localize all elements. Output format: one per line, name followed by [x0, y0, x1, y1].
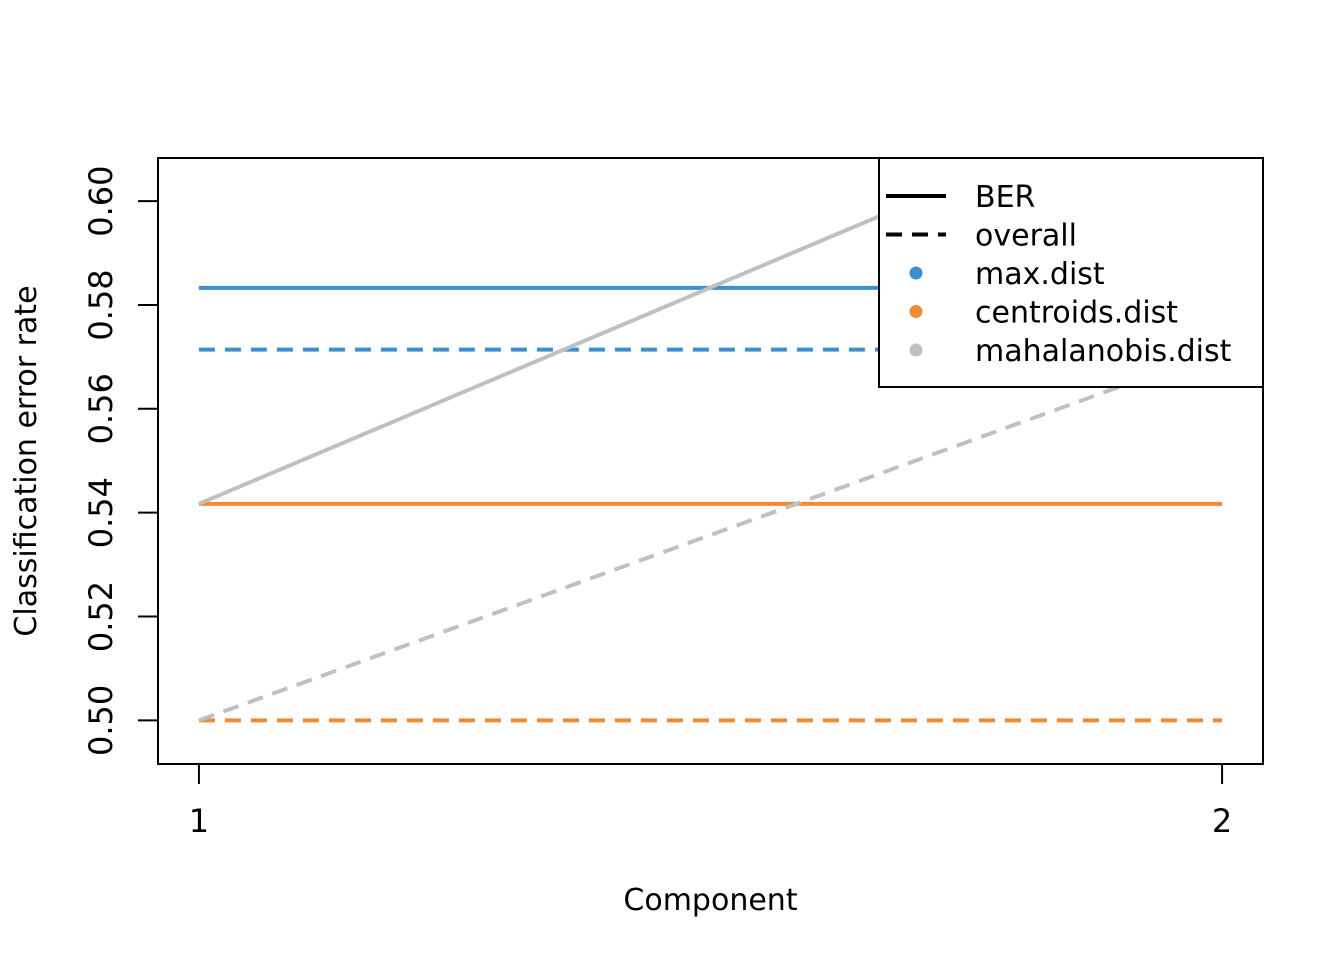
y-tick-label: 0.50	[82, 685, 120, 756]
legend-dot-centroids-dist	[909, 305, 923, 318]
x-tick-label: 1	[189, 802, 209, 840]
y-tick-label: 0.54	[82, 477, 120, 548]
y-tick-label: 0.52	[82, 581, 120, 652]
legend-label-centroids-dist: centroids.dist	[975, 296, 1178, 331]
legend-dot-max-dist	[909, 266, 923, 280]
series-line-mahalanobis-dist-ber	[198, 158, 1023, 506]
plot-frame	[157, 157, 1264, 765]
legend-label-ber: BER	[975, 180, 1035, 215]
x-axis-label: Component	[623, 883, 797, 918]
y-tick-label: 0.58	[82, 269, 120, 340]
legend-dot-mahalanobis-dist	[909, 343, 923, 357]
series-line-mahalanobis-dist-overall	[198, 347, 1223, 723]
legend-label-mahalanobis-dist: mahalanobis.dist	[975, 334, 1232, 369]
x-tick-label: 2	[1212, 802, 1232, 840]
legend-label-overall: overall	[975, 219, 1077, 254]
legend-label-max-dist: max.dist	[975, 257, 1105, 292]
y-tick-label: 0.56	[82, 373, 120, 444]
y-axis-label: Classification error rate	[9, 285, 44, 636]
y-tick-label: 0.60	[82, 165, 120, 236]
